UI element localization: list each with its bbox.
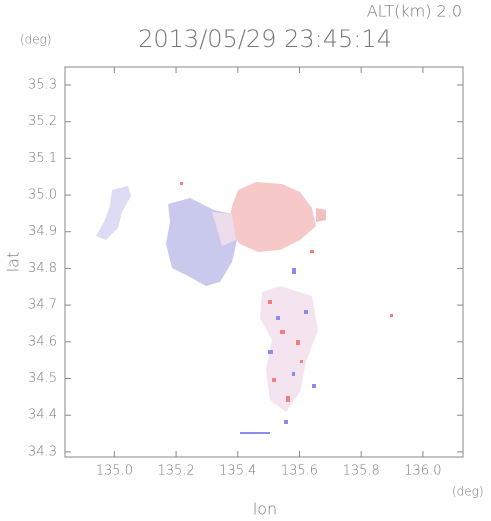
altitude-label: ALT(km) 2.0 [367, 2, 462, 21]
y-tick-label: 35.1 [28, 151, 57, 166]
x-axis-label: lon [253, 500, 277, 519]
x-tick-label: 136.0 [404, 464, 441, 479]
x-unit: (deg) [452, 485, 484, 499]
x-tick-label: 135.0 [96, 464, 133, 479]
echo-blob [96, 186, 131, 240]
x-tick-label: 135.4 [219, 464, 256, 479]
y-tick-label: 34.7 [28, 298, 57, 313]
echo-dots [240, 268, 316, 434]
echo-dots [180, 182, 393, 402]
echo-blob [260, 286, 318, 412]
y-tick-label: 35.0 [28, 188, 57, 203]
y-tick-label: 35.3 [28, 77, 57, 92]
y-tick-label: 34.9 [28, 224, 57, 239]
chart-title: 2013/05/29 23:45:14 [138, 25, 392, 53]
x-tick-label: 135.8 [343, 464, 380, 479]
y-tick-label: 34.3 [28, 444, 57, 459]
y-tick-label: 34.8 [28, 261, 57, 276]
echo-blob [228, 182, 316, 252]
echo-blob [316, 208, 326, 222]
y-tick-label: 34.4 [28, 408, 57, 423]
echoes [96, 182, 393, 434]
x-tick-label: 135.6 [281, 464, 318, 479]
y-axis-label: lat [4, 252, 23, 273]
y-tick-label: 34.5 [28, 371, 57, 386]
echo-blob [212, 212, 236, 246]
y-unit: (deg) [20, 33, 52, 47]
y-tick-label: 34.6 [28, 334, 57, 349]
plot-frame [64, 66, 464, 458]
x-tick-label: 135.2 [157, 464, 194, 479]
y-tick-label: 35.2 [28, 114, 57, 129]
